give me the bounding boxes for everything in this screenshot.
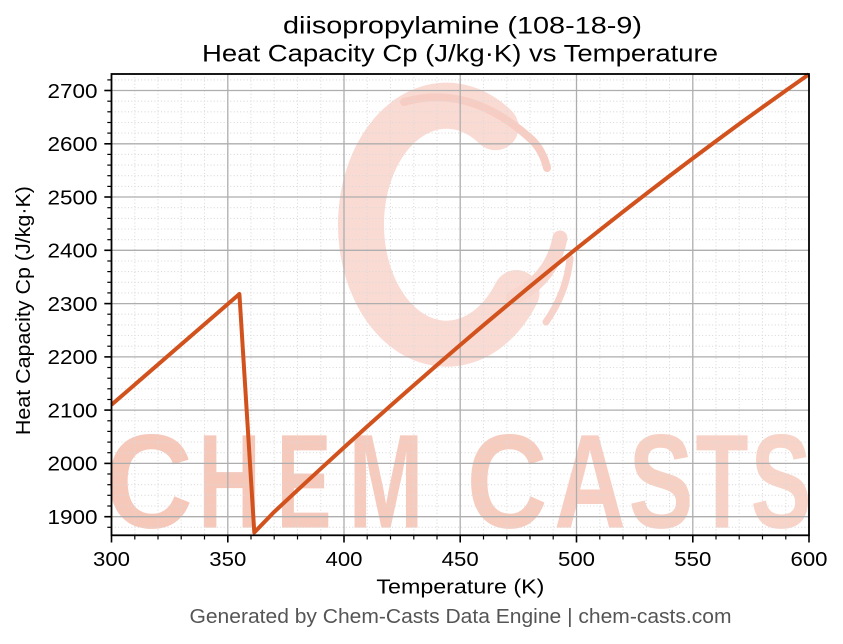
svg-text:Heat Capacity Cp (J/kg·K): Heat Capacity Cp (J/kg·K) xyxy=(13,186,35,435)
svg-text:350: 350 xyxy=(209,549,246,571)
svg-text:2100: 2100 xyxy=(48,400,98,422)
svg-text:C: C xyxy=(467,408,548,557)
svg-text:T: T xyxy=(696,408,749,557)
svg-text:450: 450 xyxy=(442,549,479,571)
svg-text:Temperature (K): Temperature (K) xyxy=(376,577,544,599)
svg-text:2000: 2000 xyxy=(48,454,98,476)
svg-text:2500: 2500 xyxy=(48,187,98,209)
svg-text:2400: 2400 xyxy=(48,241,98,263)
svg-text:2200: 2200 xyxy=(48,347,98,369)
svg-text:S: S xyxy=(751,408,812,557)
svg-text:550: 550 xyxy=(674,549,711,571)
svg-text:500: 500 xyxy=(558,549,595,571)
svg-text:A: A xyxy=(554,408,626,557)
svg-text:600: 600 xyxy=(791,549,828,571)
svg-text:2300: 2300 xyxy=(48,294,98,316)
svg-text:C: C xyxy=(105,408,193,557)
svg-text:400: 400 xyxy=(326,549,363,571)
svg-text:2700: 2700 xyxy=(48,81,98,103)
svg-text:300: 300 xyxy=(93,549,130,571)
svg-text:Generated by Chem-Casts Data E: Generated by Chem-Casts Data Engine | ch… xyxy=(190,606,732,628)
svg-text:S: S xyxy=(629,408,694,557)
svg-text:M: M xyxy=(349,408,424,557)
svg-text:diisopropylamine (108-18-9): diisopropylamine (108-18-9) xyxy=(283,13,642,40)
svg-text:2600: 2600 xyxy=(48,134,98,156)
svg-text:1900: 1900 xyxy=(48,507,98,529)
svg-text:Heat Capacity Cp (J/kg·K) vs T: Heat Capacity Cp (J/kg·K) vs Temperature xyxy=(202,41,718,68)
